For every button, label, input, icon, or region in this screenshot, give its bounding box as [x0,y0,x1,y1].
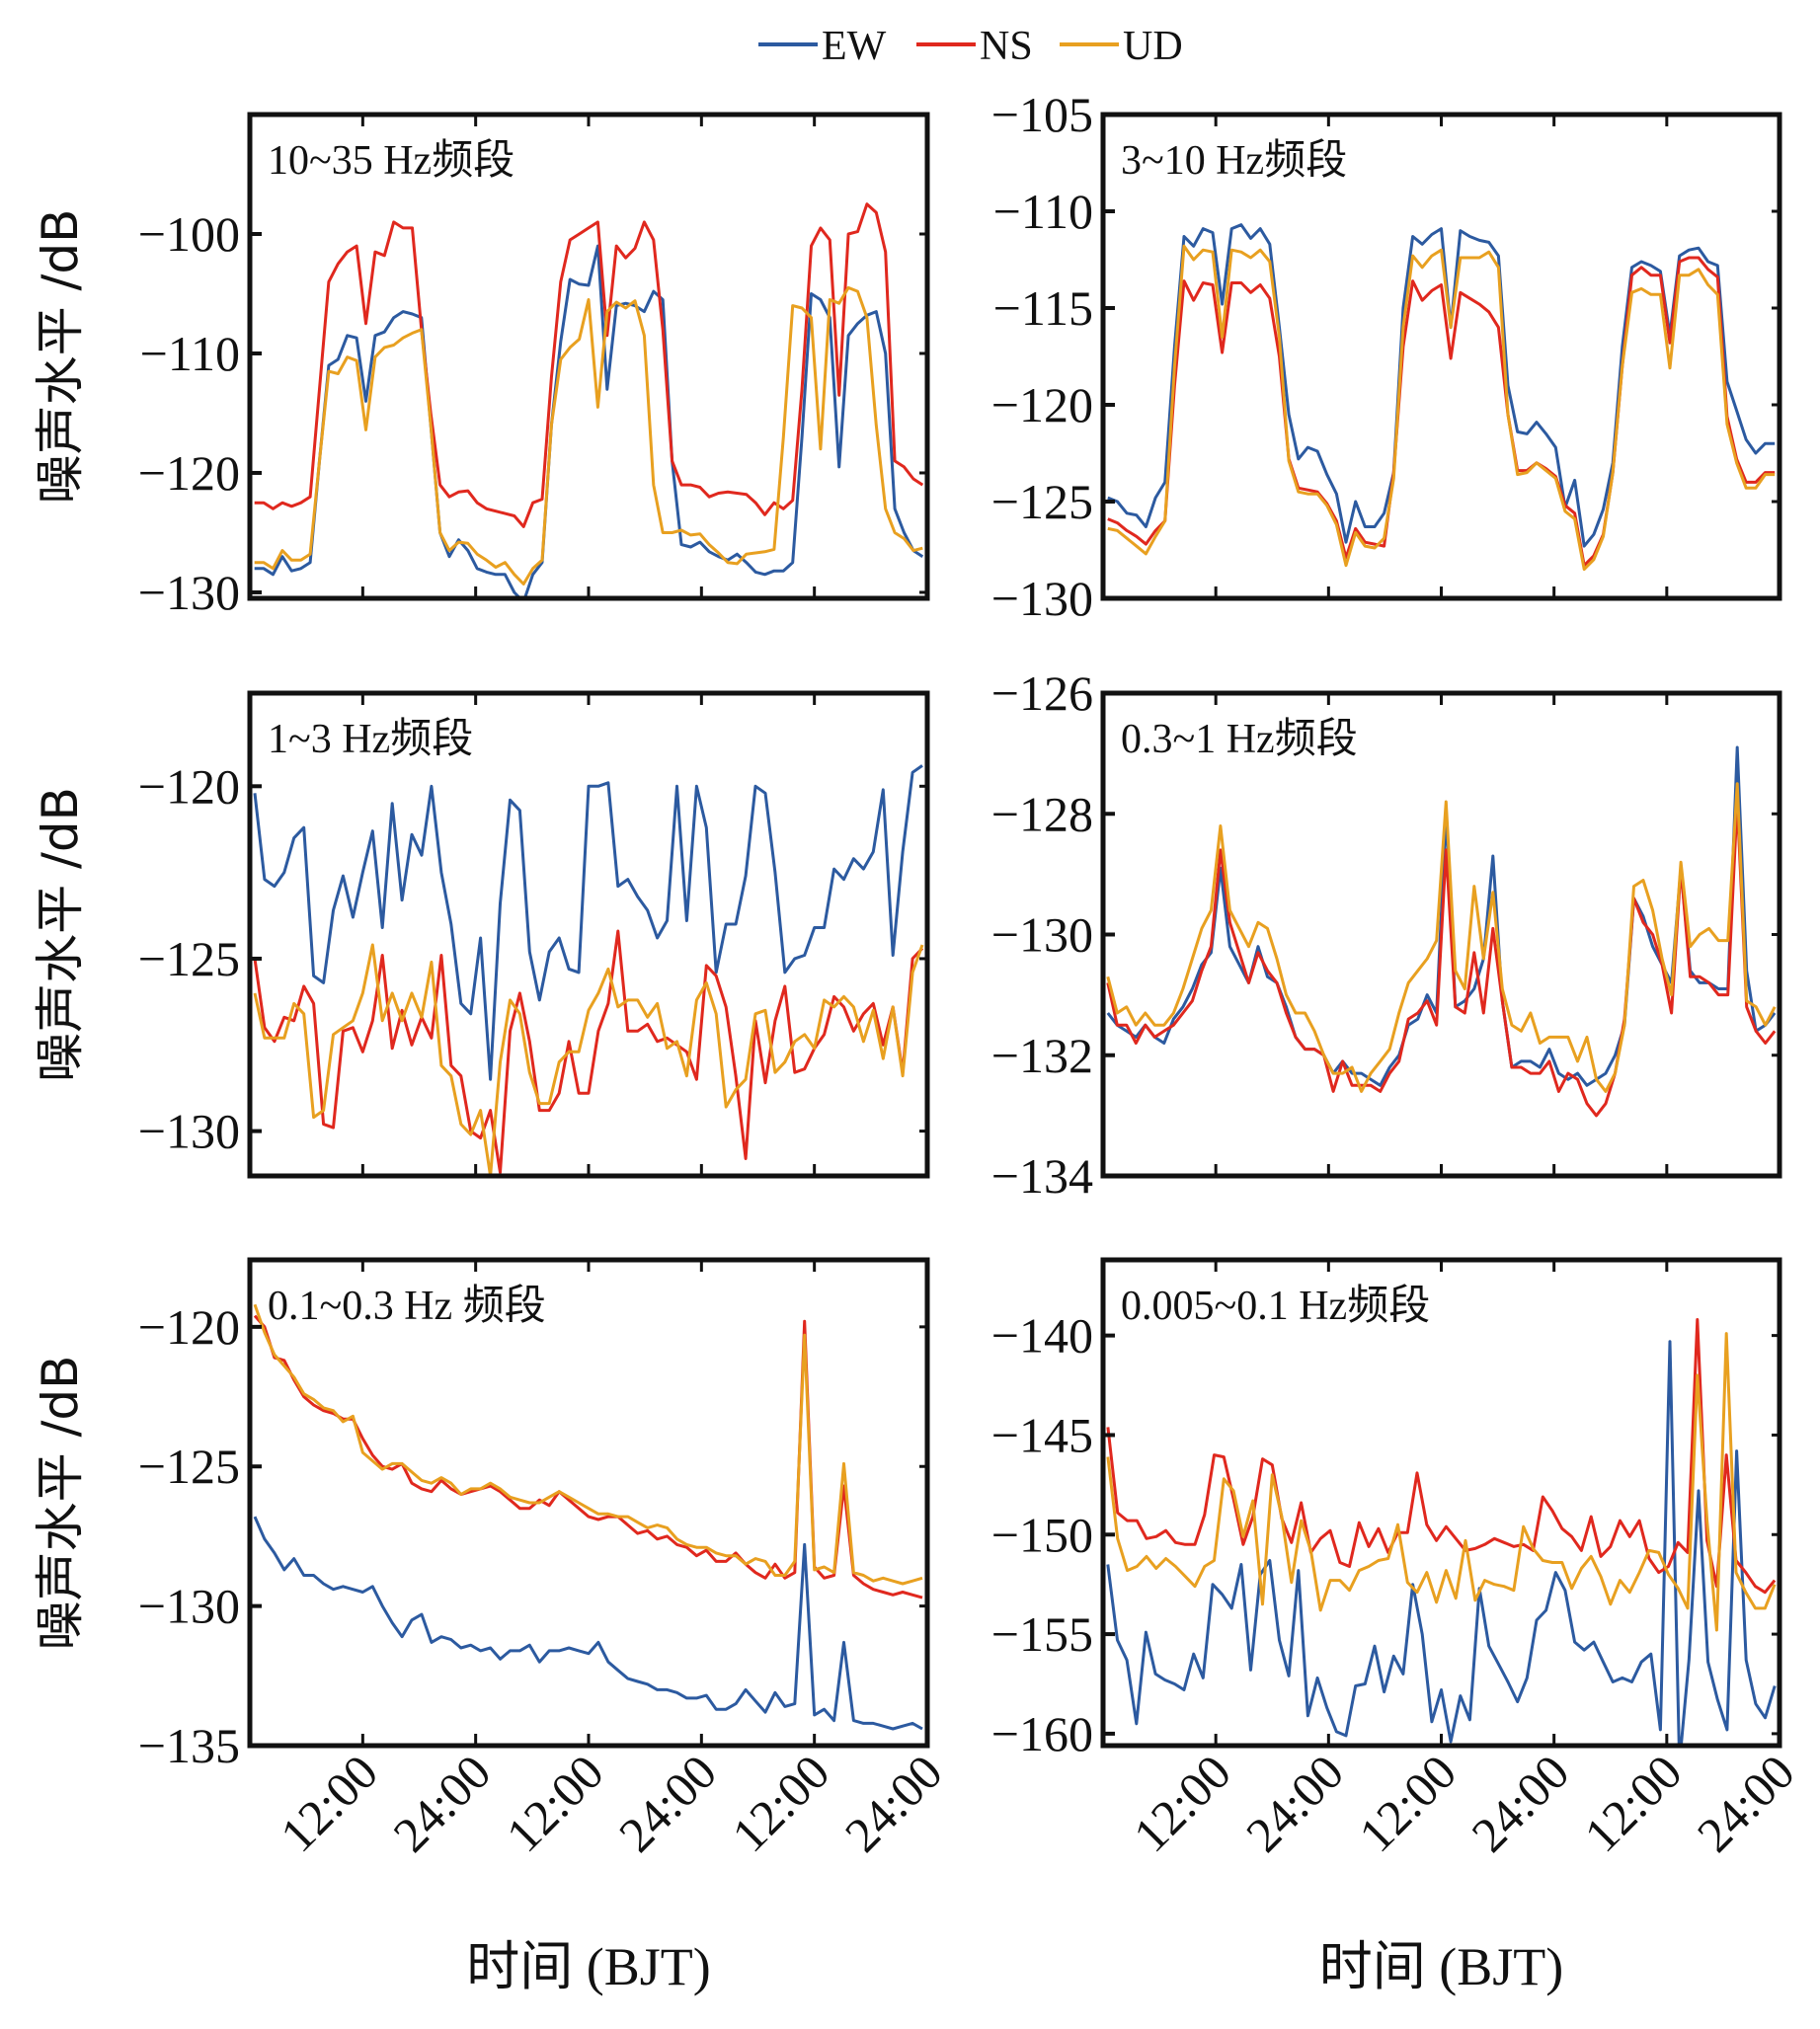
y-tick-label: −110 [140,326,240,381]
y-tick-label: −150 [991,1507,1093,1562]
panel-title: 3~10 Hz频段 [1121,138,1347,184]
legend-label: NS [980,24,1033,69]
y-tick-label: −130 [991,907,1093,963]
series-line-ew [1107,223,1776,548]
y-tick-label: −115 [993,280,1093,336]
series-line-ns [253,1314,923,1600]
x-tick-label: 24:00 [1687,1744,1805,1862]
y-tick-label: −100 [138,206,240,262]
y-tick-label: −110 [993,184,1093,239]
legend-label: EW [822,24,887,69]
series-line-ew [253,1516,923,1731]
x-tick-label: 24:00 [1461,1744,1579,1862]
series-line-ud [1106,1332,1777,1632]
x-tick-label: 12:00 [1573,1744,1692,1862]
panel-title: 0.3~1 Hz频段 [1121,717,1358,762]
legend-item-ns: NS [916,24,1033,69]
legend-item-ew: EW [758,24,887,69]
x-tick-label: 24:00 [1235,1744,1354,1862]
series-line-ud [253,943,924,1176]
series-group [253,1303,923,1731]
y-tick-label: −132 [991,1028,1093,1083]
series-line-ud [1107,244,1776,572]
y-tick-label: −130 [138,1104,240,1159]
panel-title: 0.005~0.1 Hz频段 [1121,1284,1430,1329]
y-tick-label: −155 [991,1606,1093,1662]
x-tick-label: 12:00 [721,1744,839,1862]
y-tick-label: −126 [991,665,1093,721]
x-tick-label: 12:00 [496,1744,614,1862]
x-tick-label: 24:00 [834,1744,953,1862]
series-line-ew [254,244,924,598]
y-tick-label: −125 [138,931,240,986]
series-line-ns [1107,256,1776,568]
series-group [254,202,924,598]
plot-frame [247,1257,930,1749]
y-tick-label: −130 [138,1579,240,1634]
series-line-ud [253,1303,923,1586]
panel-title: 1~3 Hz频段 [268,717,473,762]
plot-frame [1100,112,1782,601]
y-tick-label: −140 [991,1308,1093,1364]
legend: EW NS UD [758,24,1183,69]
plot-frame [247,690,930,1179]
y-tick-label: −125 [138,1439,240,1494]
y-tick-label: −120 [991,377,1093,432]
y-tick-label: −105 [991,87,1093,142]
chart-panel-2: −105 −110 −115 −120 −125 −130 3~10 Hz频段 [991,87,1782,626]
x-tick-label: 12:00 [1123,1744,1241,1862]
y-axis-label: 噪声水平 /dB [32,209,89,505]
chart-panel-4: −126 −128 −130 −132 −134 0.3~1 Hz频段 [991,665,1782,1204]
series-group [1106,745,1777,1118]
y-tick-label: −145 [991,1407,1093,1462]
legend-label: UD [1123,24,1183,69]
x-axis-label: 时间 (BJT) [1319,1937,1563,1996]
y-tick-label: −120 [138,445,240,501]
series-line-ns [1106,800,1777,1118]
series-line-ew [1106,1340,1777,1746]
y-tick-label: −125 [991,474,1093,529]
chart-panel-5: −120−125−130−135 12:0024:0012:0024:0012:0… [32,1257,953,1996]
x-tick-label: 12:00 [1348,1744,1466,1862]
y-tick-label: −130 [138,565,240,620]
panel-title: 10~35 Hz频段 [268,138,514,184]
chart-panel-6: −140−145−150−155−16012:0024:0012:0024:00… [991,1257,1805,1996]
y-tick-label: −130 [991,571,1093,626]
series-line-ns [1106,1318,1777,1595]
x-tick-label: 24:00 [608,1744,727,1862]
series-group [1106,1318,1777,1746]
series-group [253,764,924,1176]
x-tick-label: 24:00 [382,1744,501,1862]
y-tick-label: −120 [138,758,240,814]
series-line-ud [254,285,923,585]
y-tick-label: −134 [991,1148,1093,1204]
series-group [1107,223,1776,572]
x-tick-label: 12:00 [270,1744,388,1862]
series-line-ud [1106,782,1777,1093]
y-tick-label: −120 [138,1299,240,1355]
x-axis-label: 时间 (BJT) [466,1937,710,1996]
y-axis-label: 噪声水平 /dB [32,787,89,1082]
y-tick-label: −128 [991,786,1093,841]
series-line-ns [254,202,924,528]
series-line-ew [253,764,923,1081]
y-tick-label: −135 [138,1718,240,1773]
series-line-ns [253,929,924,1174]
y-tick-label: −160 [991,1706,1093,1761]
y-axis-label: 噪声水平 /dB [32,1356,89,1651]
legend-item-ud: UD [1060,24,1183,69]
panel-title: 0.1~0.3 Hz 频段 [268,1284,546,1329]
